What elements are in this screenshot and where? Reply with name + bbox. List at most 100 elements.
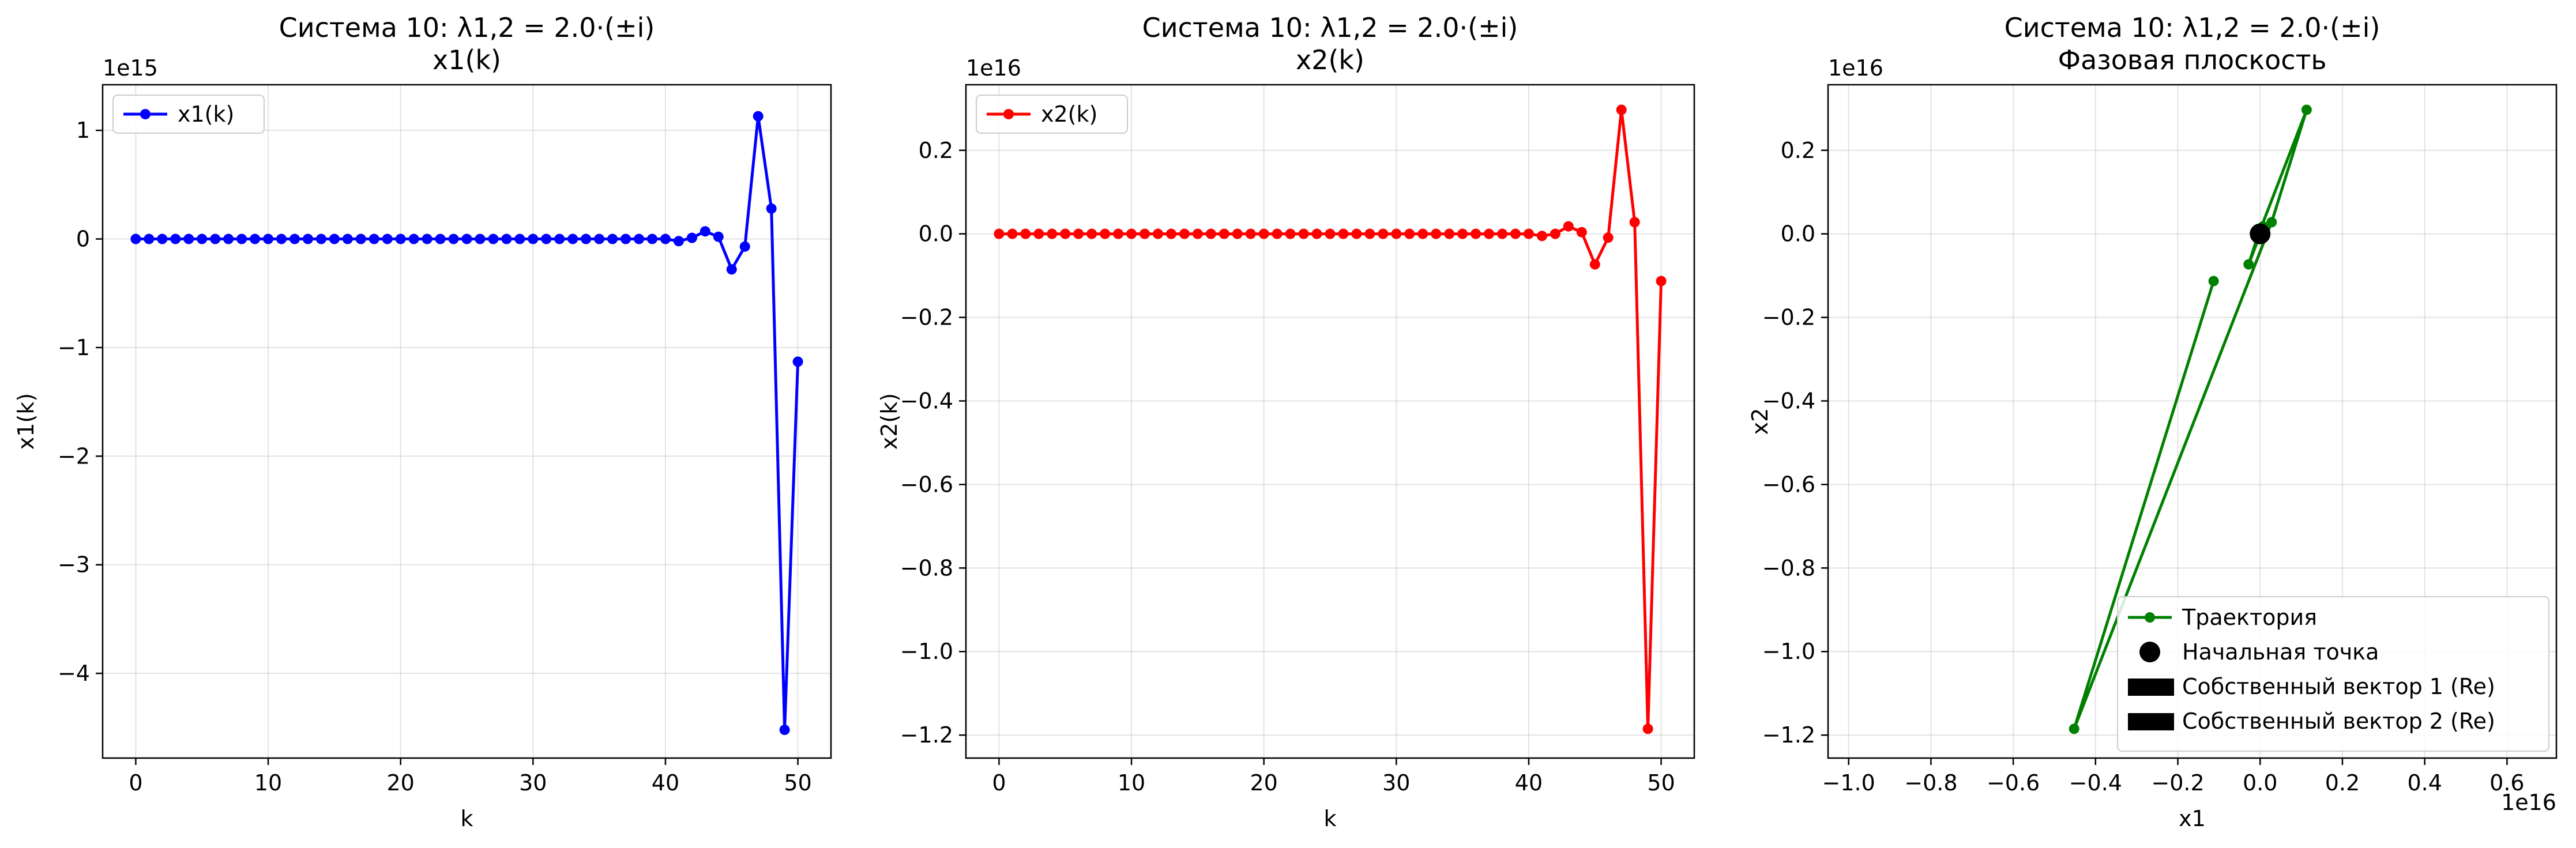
data-point (1205, 228, 1216, 239)
data-point (1152, 228, 1163, 239)
y-tick-label: −0.4 (1762, 388, 1815, 413)
x-offset-label: 1e16 (2501, 790, 2556, 815)
legend-marker-swatch (1003, 109, 1014, 119)
data-point (1311, 228, 1322, 239)
data-point (686, 232, 697, 243)
data-point (395, 233, 406, 244)
data-point (1285, 228, 1296, 239)
data-point (581, 233, 592, 244)
data-point (713, 231, 724, 242)
x-tick-label: 40 (1515, 770, 1543, 796)
data-point (461, 233, 472, 244)
data-point (1298, 228, 1309, 239)
data-point (1020, 228, 1031, 239)
phase-plane-chart: Система 10: λ1,2 = 2.0·(±i)Фазовая плоск… (1747, 12, 2558, 831)
data-point (1073, 228, 1084, 239)
legend-label: x2(k) (1041, 101, 1097, 127)
x-tick-label: 0.2 (2325, 770, 2360, 796)
x-tick-label: −0.8 (1904, 770, 1957, 796)
legend-start-swatch (2139, 642, 2160, 662)
data-point (276, 233, 287, 244)
data-point (1126, 228, 1137, 239)
x2-chart: Система 10: λ1,2 = 2.0·(±i)x2(k)0 10 20 30 4… (877, 12, 1695, 831)
x-tick-label: 0.0 (2243, 770, 2277, 796)
data-point (1523, 228, 1534, 239)
y-tick-label: 0 (76, 227, 90, 252)
data-point (302, 233, 313, 244)
data-point (289, 233, 300, 244)
y-axis-label: x2 (1747, 408, 1773, 435)
legend-marker-swatch (2145, 612, 2155, 623)
data-point (1192, 228, 1203, 239)
x-tick-label: −0.4 (2069, 770, 2122, 796)
data-point (1245, 228, 1256, 239)
legend-box (976, 95, 1128, 134)
chart-subtitle: x2(k) (1296, 44, 1364, 76)
y-tick-label: −3 (58, 552, 90, 578)
legend-label: Начальная точка (2182, 639, 2379, 665)
data-point (792, 356, 803, 367)
data-point (1497, 228, 1508, 239)
data-point (422, 233, 433, 244)
data-point (1404, 228, 1415, 239)
x-axis-label: k (460, 806, 473, 831)
x-axis-label: x1 (2179, 806, 2206, 831)
data-point (660, 233, 671, 244)
data-point (766, 203, 777, 214)
data-point (1444, 228, 1455, 239)
x-tick-label: 50 (784, 770, 811, 796)
axes-frame (965, 84, 1695, 759)
data-point (607, 233, 618, 244)
chart-subtitle: Фазовая плоскость (2058, 44, 2326, 76)
legend-marker-swatch (140, 109, 151, 119)
y-tick-label: −1.2 (1762, 722, 1815, 748)
chart-subtitle: x1(k) (433, 44, 501, 76)
data-point (223, 233, 234, 244)
data-point (368, 233, 379, 244)
data-point (673, 236, 684, 247)
data-point (1510, 228, 1521, 239)
y-tick-label: −0.8 (1762, 555, 1815, 581)
y-offset-label: 1e16 (966, 55, 1021, 81)
x-tick-label: 50 (1647, 770, 1675, 796)
data-point (1576, 227, 1587, 238)
x-tick-label: 20 (387, 770, 415, 796)
data-point (1033, 228, 1044, 239)
data-point (994, 228, 1005, 239)
y-tick-label: −1 (58, 335, 90, 360)
data-point (448, 233, 459, 244)
chart-title: Система 10: λ1,2 = 2.0·(±i) (279, 12, 655, 43)
x1-chart: Система 10: λ1,2 = 2.0·(±i)x1(k)0 10 20 30 4… (13, 12, 832, 831)
data-point (2266, 217, 2277, 228)
data-point (408, 233, 419, 244)
legend-box (2117, 596, 2549, 752)
data-point (726, 264, 737, 275)
x-tick-label: 0 (992, 770, 1006, 796)
data-point (621, 233, 631, 244)
y-tick-label: −1.0 (1762, 639, 1815, 664)
y-tick-label: −1.2 (900, 722, 953, 748)
data-point (1165, 228, 1176, 239)
data-point (1258, 228, 1269, 239)
data-point (739, 241, 750, 252)
x-tick-label: 10 (1118, 770, 1145, 796)
y-tick-label: −0.2 (900, 305, 953, 330)
x-tick-label: 30 (519, 770, 547, 796)
data-point (435, 233, 446, 244)
data-point (1219, 228, 1229, 239)
data-point (1656, 276, 1667, 287)
data-point (1140, 228, 1150, 239)
x-tick-label: −1.0 (1822, 770, 1875, 796)
axes-frame (101, 84, 832, 759)
axes-frame (1827, 84, 2558, 759)
data-point (488, 233, 499, 244)
x-tick-label: −0.2 (2151, 770, 2204, 796)
data-point (355, 233, 366, 244)
y-axis-label: x1(k) (13, 393, 39, 450)
y-tick-label: −0.4 (900, 388, 953, 413)
y-tick-label: −0.6 (900, 472, 953, 497)
data-point (2301, 104, 2312, 115)
data-point (541, 233, 552, 244)
legend-label: Собственный вектор 1 (Re) (2182, 674, 2495, 699)
data-point (1232, 228, 1243, 239)
